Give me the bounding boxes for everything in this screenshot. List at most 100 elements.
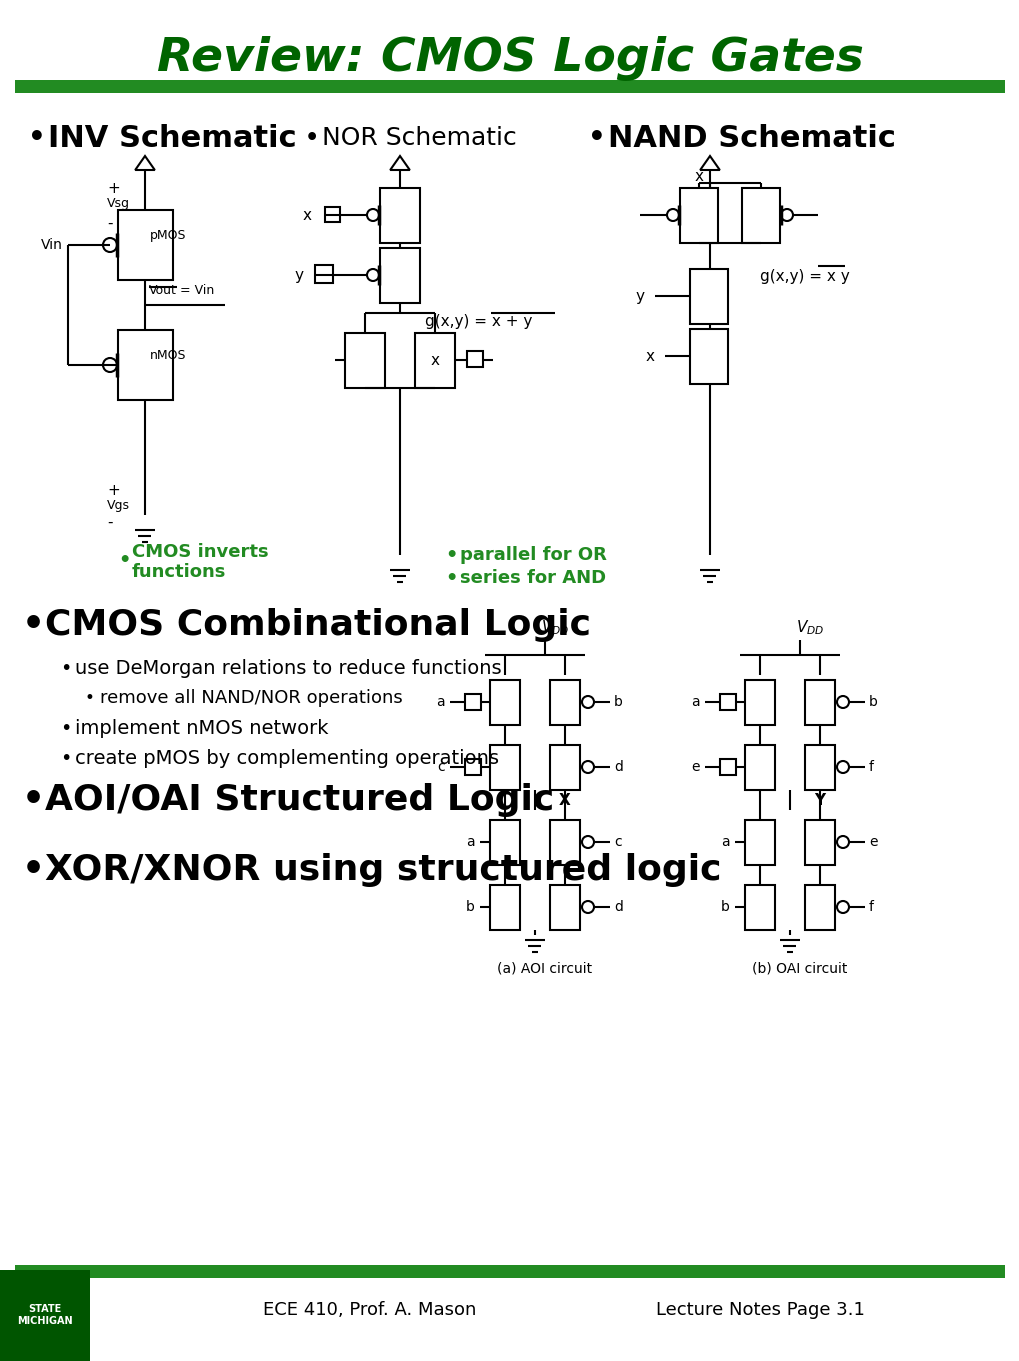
Bar xyxy=(465,759,481,774)
Bar xyxy=(804,744,835,789)
Text: Vout: Vout xyxy=(149,284,176,297)
Text: y: y xyxy=(636,289,644,304)
Text: c: c xyxy=(437,759,444,774)
Bar xyxy=(380,188,420,244)
Text: •: • xyxy=(22,608,45,642)
Bar xyxy=(804,819,835,866)
Text: •: • xyxy=(444,546,457,565)
Text: functions: functions xyxy=(131,563,226,581)
Text: STATE
MICHIGAN: STATE MICHIGAN xyxy=(17,1304,72,1326)
Bar xyxy=(744,885,774,930)
Text: e: e xyxy=(691,759,699,774)
Text: Lecture Notes Page 3.1: Lecture Notes Page 3.1 xyxy=(655,1301,863,1319)
Bar xyxy=(549,885,580,930)
Bar xyxy=(489,885,520,930)
Text: create pMOS by complementing operations: create pMOS by complementing operations xyxy=(75,749,498,768)
Bar xyxy=(315,265,332,283)
Bar xyxy=(680,188,717,244)
Text: •: • xyxy=(28,124,46,152)
Text: = Vin: = Vin xyxy=(179,284,214,297)
Text: Vgs: Vgs xyxy=(107,498,129,512)
Bar xyxy=(489,680,520,725)
Text: f: f xyxy=(868,759,873,774)
Bar xyxy=(549,680,580,725)
Bar xyxy=(344,333,384,388)
Text: -: - xyxy=(107,514,112,529)
Bar xyxy=(415,333,454,388)
Text: Y: Y xyxy=(813,792,824,807)
Bar xyxy=(744,680,774,725)
Text: X: X xyxy=(558,792,571,807)
Text: (b) OAI circuit: (b) OAI circuit xyxy=(752,961,847,974)
Bar xyxy=(489,744,520,789)
Text: -: - xyxy=(107,215,112,230)
Text: NAND Schematic: NAND Schematic xyxy=(607,124,895,152)
Bar xyxy=(325,207,339,222)
Bar xyxy=(719,694,736,710)
Text: +: + xyxy=(107,181,119,196)
Text: d: d xyxy=(613,759,623,774)
Text: CMOS inverts: CMOS inverts xyxy=(131,543,268,561)
Text: a: a xyxy=(720,836,730,849)
Text: e: e xyxy=(868,836,876,849)
Text: parallel for OR: parallel for OR xyxy=(460,546,606,563)
Bar xyxy=(744,819,774,866)
Text: •: • xyxy=(22,853,45,887)
Text: •: • xyxy=(60,749,71,768)
Text: b: b xyxy=(613,695,623,709)
Bar xyxy=(380,248,420,304)
Text: series for AND: series for AND xyxy=(460,569,605,587)
Text: remove all NAND/NOR operations: remove all NAND/NOR operations xyxy=(100,689,403,706)
Text: f: f xyxy=(868,900,873,915)
Bar xyxy=(741,188,780,244)
Bar xyxy=(804,680,835,725)
Text: AOI/OAI Structured Logic: AOI/OAI Structured Logic xyxy=(45,783,553,817)
Text: nMOS: nMOS xyxy=(150,348,186,362)
Text: •: • xyxy=(60,719,71,738)
Bar xyxy=(467,351,483,367)
Text: b: b xyxy=(868,695,877,709)
Text: (a) AOI circuit: (a) AOI circuit xyxy=(497,961,592,974)
Bar xyxy=(549,819,580,866)
Text: g(x,y) = x + y: g(x,y) = x + y xyxy=(425,313,532,328)
Text: d: d xyxy=(613,900,623,915)
Text: CMOS Combinational Logic: CMOS Combinational Logic xyxy=(45,608,590,642)
Text: $V_{DD}$: $V_{DD}$ xyxy=(540,619,569,637)
Text: Vin: Vin xyxy=(41,238,63,252)
Text: c: c xyxy=(613,836,621,849)
Bar xyxy=(719,759,736,774)
Text: +: + xyxy=(107,483,119,498)
Text: x: x xyxy=(694,169,703,184)
Text: a: a xyxy=(466,836,475,849)
Bar xyxy=(15,80,1004,93)
Text: y: y xyxy=(294,268,304,283)
Bar xyxy=(744,744,774,789)
Text: •: • xyxy=(85,689,95,706)
Text: NOR Schematic: NOR Schematic xyxy=(322,127,517,150)
Text: $V_{DD}$: $V_{DD}$ xyxy=(795,619,823,637)
Text: implement nMOS network: implement nMOS network xyxy=(75,719,328,738)
Bar xyxy=(804,885,835,930)
Text: •: • xyxy=(60,659,71,678)
Bar xyxy=(489,819,520,866)
Bar xyxy=(549,744,580,789)
Text: INV Schematic: INV Schematic xyxy=(48,124,297,152)
Bar xyxy=(465,694,481,710)
Text: x: x xyxy=(645,348,654,363)
Text: •: • xyxy=(305,128,319,148)
Bar xyxy=(15,1264,1004,1278)
Text: •: • xyxy=(587,124,605,152)
Text: •: • xyxy=(118,550,130,569)
Text: pMOS: pMOS xyxy=(150,229,186,241)
Bar xyxy=(118,329,173,400)
Text: •: • xyxy=(22,783,45,817)
Bar xyxy=(689,329,728,384)
Text: Vsg: Vsg xyxy=(107,196,129,210)
Text: b: b xyxy=(720,900,730,915)
Bar xyxy=(0,1270,90,1361)
Bar xyxy=(689,269,728,324)
Text: XOR/XNOR using structured logic: XOR/XNOR using structured logic xyxy=(45,853,720,887)
Text: g(x,y) = x y: g(x,y) = x y xyxy=(759,268,849,283)
Text: ECE 410, Prof. A. Mason: ECE 410, Prof. A. Mason xyxy=(263,1301,476,1319)
Text: •: • xyxy=(444,569,457,588)
